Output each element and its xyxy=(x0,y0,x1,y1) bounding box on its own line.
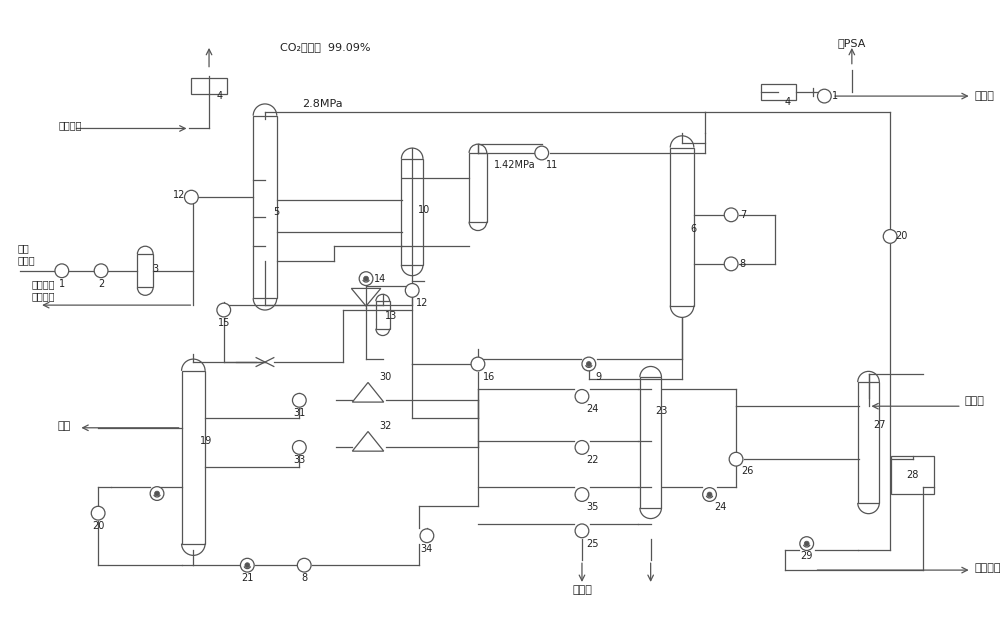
Bar xyxy=(401,159,423,265)
Circle shape xyxy=(703,488,716,502)
Circle shape xyxy=(150,487,164,500)
Text: 1.42MPa: 1.42MPa xyxy=(494,159,535,170)
Circle shape xyxy=(582,357,596,371)
Text: 4: 4 xyxy=(217,91,223,101)
Circle shape xyxy=(729,452,743,466)
Text: 10: 10 xyxy=(418,205,430,215)
Circle shape xyxy=(240,558,254,572)
Circle shape xyxy=(420,529,434,543)
Text: 35: 35 xyxy=(587,502,599,512)
Circle shape xyxy=(55,264,69,278)
Text: 酸性气: 酸性气 xyxy=(572,585,592,595)
Text: 28: 28 xyxy=(907,470,919,480)
Circle shape xyxy=(804,541,809,546)
Text: 8: 8 xyxy=(740,259,746,269)
Text: 32: 32 xyxy=(379,421,392,431)
Text: 变换
原料气: 变换 原料气 xyxy=(18,244,35,265)
Text: 去PSA: 去PSA xyxy=(838,38,866,48)
Circle shape xyxy=(883,229,897,244)
Circle shape xyxy=(707,492,712,497)
Text: 23: 23 xyxy=(655,406,668,416)
Text: 12: 12 xyxy=(416,298,428,308)
Text: 31: 31 xyxy=(293,408,305,418)
Text: 16: 16 xyxy=(483,372,495,382)
Bar xyxy=(670,148,694,306)
Text: 污水处理: 污水处理 xyxy=(975,563,1000,573)
Text: 去工艺冷
凝汽提塔: 去工艺冷 凝汽提塔 xyxy=(31,280,55,301)
Text: 尾气: 尾气 xyxy=(57,421,71,431)
Bar xyxy=(191,78,227,94)
Text: 11: 11 xyxy=(546,159,559,170)
Circle shape xyxy=(359,272,373,285)
Text: CO₂产品气  99.09%: CO₂产品气 99.09% xyxy=(280,42,370,52)
Circle shape xyxy=(217,303,231,317)
Text: 24: 24 xyxy=(587,404,599,414)
Circle shape xyxy=(575,440,589,454)
Circle shape xyxy=(800,537,814,551)
Text: 2: 2 xyxy=(98,278,104,288)
Circle shape xyxy=(292,440,306,454)
Text: 25: 25 xyxy=(587,539,599,549)
Bar xyxy=(640,378,661,508)
Circle shape xyxy=(292,394,306,407)
Circle shape xyxy=(297,558,311,572)
Bar xyxy=(858,382,879,503)
Text: 26: 26 xyxy=(742,466,754,476)
Bar xyxy=(182,371,205,544)
Text: 7: 7 xyxy=(740,210,746,220)
Text: 贫甲醇: 贫甲醇 xyxy=(965,396,985,406)
Circle shape xyxy=(91,506,105,520)
Bar xyxy=(137,254,153,287)
Text: 33: 33 xyxy=(293,455,305,465)
Text: 2.8MPa: 2.8MPa xyxy=(302,99,343,109)
Circle shape xyxy=(364,276,369,281)
Circle shape xyxy=(586,361,591,366)
Text: 30: 30 xyxy=(380,372,392,382)
Circle shape xyxy=(94,264,108,278)
Text: 29: 29 xyxy=(801,551,813,561)
Text: 14: 14 xyxy=(374,273,386,283)
Circle shape xyxy=(155,491,159,496)
Circle shape xyxy=(471,357,485,371)
Text: 9: 9 xyxy=(596,372,602,382)
Text: 1: 1 xyxy=(59,278,65,288)
Text: 1: 1 xyxy=(832,91,838,101)
Text: 8: 8 xyxy=(301,573,307,583)
Text: 6: 6 xyxy=(691,224,697,234)
Text: 34: 34 xyxy=(421,543,433,553)
Bar xyxy=(376,301,390,329)
Text: 27: 27 xyxy=(873,420,886,430)
Circle shape xyxy=(535,146,549,160)
Text: 少量甲醇: 少量甲醇 xyxy=(59,120,82,131)
Text: 24: 24 xyxy=(714,502,727,512)
Text: 4: 4 xyxy=(785,97,791,107)
Text: 15: 15 xyxy=(218,318,230,328)
Bar xyxy=(469,153,487,222)
Circle shape xyxy=(575,488,589,502)
Circle shape xyxy=(245,563,250,568)
Text: 21: 21 xyxy=(241,573,253,583)
Circle shape xyxy=(724,257,738,271)
Text: 3: 3 xyxy=(152,264,158,274)
Text: 净化气: 净化气 xyxy=(975,91,994,101)
Text: 22: 22 xyxy=(587,455,599,465)
Circle shape xyxy=(185,190,198,204)
Text: 20: 20 xyxy=(92,521,104,531)
Bar xyxy=(761,84,796,100)
Circle shape xyxy=(575,389,589,403)
Text: 19: 19 xyxy=(200,435,212,445)
Circle shape xyxy=(817,89,831,103)
Circle shape xyxy=(724,208,738,222)
Bar xyxy=(253,116,277,298)
Circle shape xyxy=(405,283,419,297)
Text: 20: 20 xyxy=(896,231,908,242)
Circle shape xyxy=(575,524,589,538)
Text: 12: 12 xyxy=(173,190,186,200)
Text: 5: 5 xyxy=(274,207,280,217)
Bar xyxy=(891,456,934,493)
Text: 13: 13 xyxy=(385,311,398,321)
